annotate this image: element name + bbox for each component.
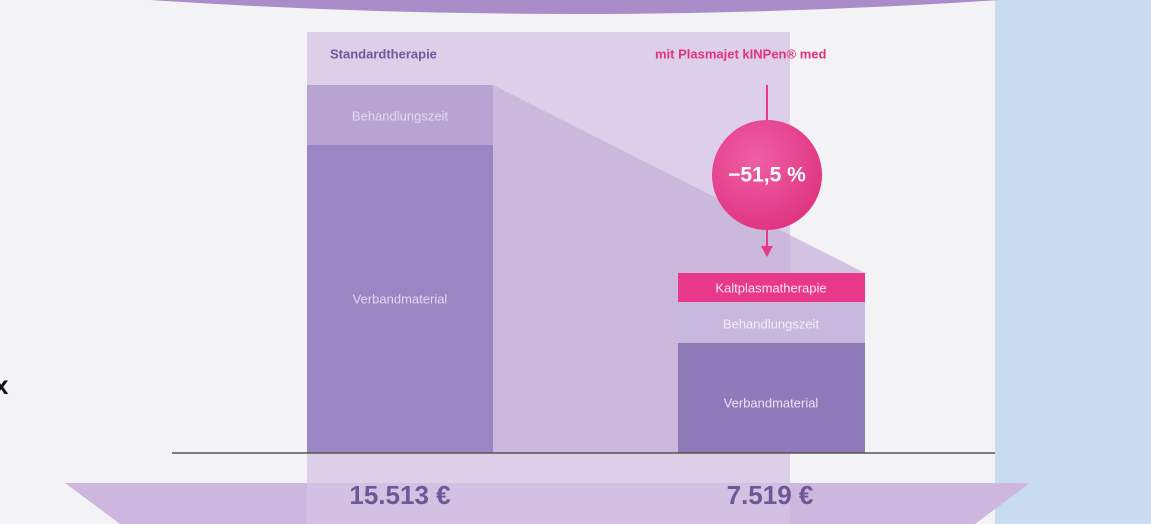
total-left: 15.513 € [349, 480, 450, 510]
segment-label: Verbandmaterial [724, 395, 819, 410]
segment-label: Behandlungszeit [723, 316, 820, 331]
header-right: mit Plasmajet kINPen® med [655, 46, 826, 61]
bar-segment [307, 145, 493, 453]
bar-segment [678, 343, 865, 453]
bar-segment [678, 273, 865, 302]
reduction-label: −51,5 % [728, 164, 806, 187]
top-arc [150, 0, 1000, 14]
segment-label: Verbandmaterial [353, 291, 448, 306]
side-panel [995, 0, 1151, 524]
reduction-circle [712, 120, 822, 230]
header-left: Standardtherapie [330, 46, 437, 61]
segment-label: Kaltplasmatherapie [715, 280, 826, 295]
total-right: 7.519 € [727, 480, 814, 510]
bar-segment [678, 302, 865, 343]
arrow-head [761, 246, 773, 257]
bar-segment [307, 85, 493, 145]
segment-label: Behandlungszeit [352, 108, 449, 123]
edge-text: x [0, 370, 9, 400]
